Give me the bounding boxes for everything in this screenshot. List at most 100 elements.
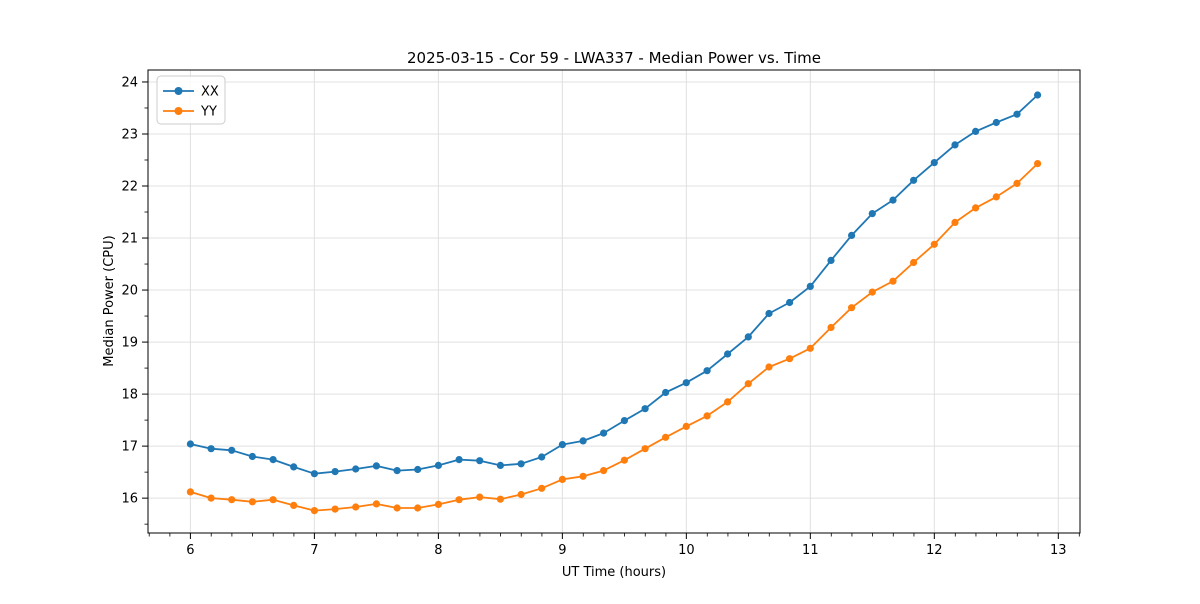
- x-tick-label: 7: [310, 543, 318, 558]
- data-point-XX: [930, 159, 938, 167]
- x-tick-label: 9: [558, 543, 566, 558]
- data-point-XX: [703, 367, 711, 375]
- data-point-YY: [765, 363, 773, 371]
- data-point-YY: [434, 500, 442, 508]
- data-point-YY: [600, 467, 608, 475]
- data-point-YY: [848, 304, 856, 312]
- legend-marker-icon: [174, 87, 183, 95]
- data-point-YY: [207, 494, 215, 502]
- x-tick-label: 12: [926, 543, 943, 558]
- data-point-YY: [269, 496, 277, 504]
- data-point-XX: [186, 440, 194, 448]
- data-point-YY: [228, 496, 236, 504]
- legend-label-xx: XX: [201, 85, 219, 100]
- data-point-XX: [868, 210, 876, 218]
- data-point-YY: [579, 472, 587, 480]
- grid: [148, 70, 1080, 533]
- data-point-XX: [951, 141, 959, 149]
- data-point-YY: [868, 288, 876, 296]
- x-tick-label: 10: [678, 543, 695, 558]
- data-point-YY: [682, 422, 690, 430]
- series-line-XX: [189, 94, 1039, 475]
- data-point-XX: [558, 441, 567, 449]
- data-point-XX: [517, 460, 525, 468]
- data-point-XX: [724, 350, 732, 358]
- data-point-XX: [372, 462, 380, 470]
- data-point-XX: [641, 405, 649, 413]
- data-point-YY: [248, 498, 256, 506]
- data-point-YY: [331, 505, 339, 513]
- legend-box: [156, 75, 226, 125]
- y-tick-label: 17: [121, 440, 138, 455]
- data-point-YY: [352, 503, 360, 511]
- data-point-XX: [434, 461, 442, 469]
- data-point-XX: [848, 231, 856, 239]
- legend-marker-icon: [174, 107, 183, 115]
- data-point-YY: [455, 496, 463, 504]
- data-point-XX: [662, 388, 670, 397]
- data-point-XX: [889, 196, 897, 204]
- data-point-XX: [827, 256, 835, 264]
- y-tick-label: 16: [121, 492, 138, 507]
- data-point-XX: [310, 470, 318, 478]
- data-point-YY: [910, 258, 918, 267]
- data-point-YY: [951, 218, 959, 226]
- data-point-YY: [1034, 160, 1042, 168]
- data-point-YY: [393, 504, 401, 512]
- data-point-YY: [414, 504, 422, 512]
- data-point-YY: [724, 398, 732, 406]
- data-point-XX: [269, 456, 277, 464]
- data-point-XX: [744, 333, 752, 341]
- data-point-XX: [207, 445, 215, 453]
- data-point-XX: [620, 417, 629, 425]
- data-point-XX: [992, 118, 1000, 127]
- data-point-YY: [476, 493, 484, 501]
- data-point-XX: [352, 465, 360, 473]
- series-layer: [186, 91, 1042, 515]
- series-line-YY: [189, 162, 1039, 512]
- x-tick-label: 6: [186, 543, 194, 558]
- data-point-YY: [310, 507, 318, 515]
- series-XX: [186, 91, 1042, 478]
- data-point-XX: [765, 309, 773, 318]
- y-tick-label: 21: [121, 232, 138, 247]
- data-point-XX: [806, 282, 814, 290]
- y-axis-label: Median Power (CPU): [102, 235, 117, 366]
- chart-title: 2025-03-15 - Cor 59 - LWA337 - Median Po…: [407, 49, 821, 67]
- y-tick-label: 22: [121, 180, 138, 195]
- data-point-XX: [248, 452, 256, 461]
- data-point-YY: [517, 490, 525, 499]
- y-tick-label: 19: [121, 336, 138, 351]
- data-point-YY: [806, 344, 814, 352]
- series-YY: [186, 160, 1042, 515]
- data-point-YY: [992, 193, 1000, 201]
- data-point-YY: [641, 445, 649, 453]
- y-tick-label: 24: [121, 75, 138, 90]
- data-point-XX: [331, 468, 339, 476]
- data-point-XX: [1013, 110, 1021, 118]
- x-tick-label: 8: [434, 543, 442, 558]
- data-point-YY: [930, 240, 938, 248]
- data-point-YY: [620, 456, 629, 464]
- data-point-YY: [558, 475, 567, 483]
- x-tick-label: 11: [802, 543, 819, 558]
- data-point-YY: [290, 501, 298, 509]
- data-point-XX: [600, 429, 608, 437]
- data-point-XX: [228, 446, 236, 454]
- data-point-XX: [496, 461, 504, 469]
- data-point-XX: [393, 467, 401, 475]
- y-tick-label: 20: [121, 284, 138, 299]
- data-point-XX: [414, 465, 422, 474]
- legend: XX YY: [156, 75, 226, 125]
- data-point-YY: [662, 433, 670, 441]
- data-point-YY: [889, 277, 897, 285]
- x-tick-label: 13: [1050, 543, 1067, 558]
- data-point-YY: [972, 204, 980, 212]
- legend-label-yy: YY: [200, 105, 217, 120]
- data-point-YY: [496, 495, 504, 503]
- data-point-YY: [372, 500, 380, 508]
- y-tick-label: 18: [121, 388, 138, 403]
- y-tick-label: 23: [121, 127, 138, 142]
- x-axis-label: UT Time (hours): [562, 565, 666, 580]
